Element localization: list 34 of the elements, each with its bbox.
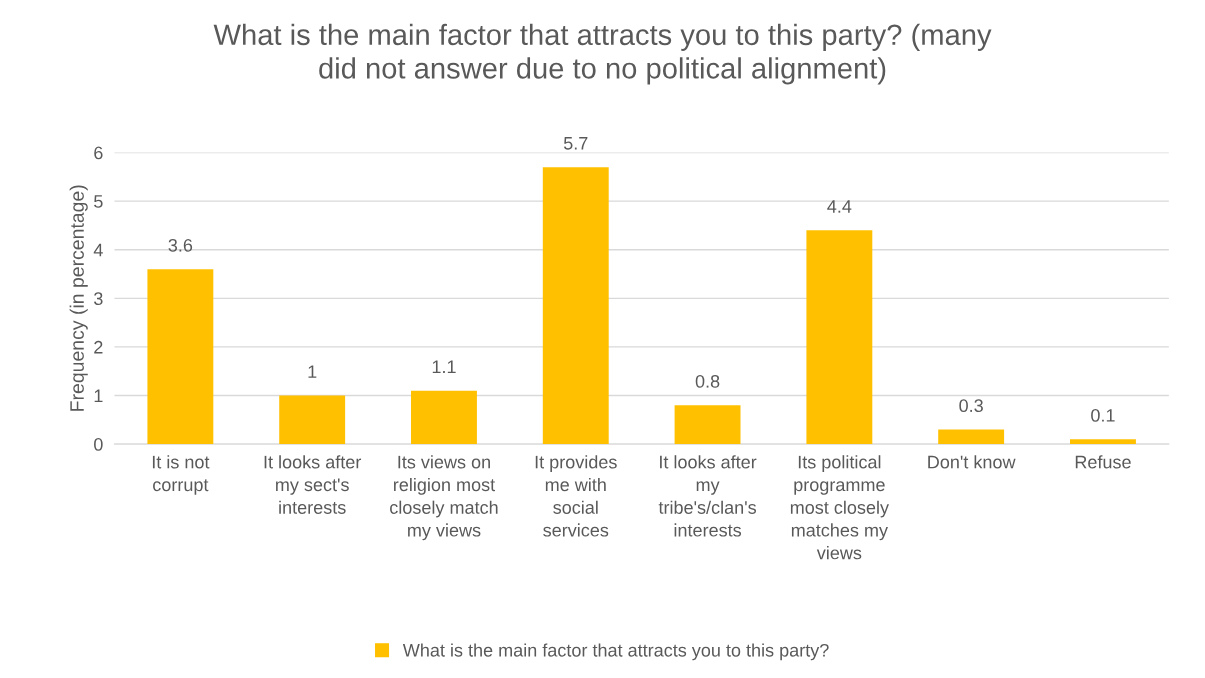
bar [674, 405, 741, 445]
x-tick-label: Its political programme most closely matches my views [790, 455, 889, 560]
y-tick-label: 4 [93, 243, 103, 257]
data-label: 1 [308, 365, 317, 378]
bar [411, 390, 477, 445]
x-tick-label: It looks after my sect's interests [264, 455, 362, 514]
y-tick-label: 3 [94, 292, 103, 306]
data-label: 0.8 [695, 374, 720, 388]
y-axis-title: Frequency (in percentage) [69, 185, 88, 411]
bar [1070, 439, 1136, 445]
bar [279, 395, 346, 445]
data-label: 0.3 [959, 399, 983, 413]
chart-title: What is the main factor that attracts you to this party? (many did not answer due to no political alignment) [213, 23, 992, 85]
data-label: 3.6 [168, 238, 193, 252]
x-tick-label: Don't know [928, 455, 1016, 469]
x-tick-label: It provides me with social services [535, 455, 617, 537]
bar [938, 429, 1005, 445]
y-tick-label: 6 [94, 146, 103, 160]
data-label: 5.7 [563, 137, 588, 150]
bar [806, 230, 873, 445]
data-label: 0.1 [1091, 408, 1115, 422]
bar [542, 167, 609, 445]
x-tick-label: Refuse [1075, 455, 1131, 469]
bar [147, 269, 214, 445]
y-tick-label: 2 [94, 340, 103, 354]
x-tick-label: It is not corrupt [152, 455, 210, 495]
y-tick-label: 0 [94, 438, 103, 451]
y-tick-label: 1 [94, 389, 103, 403]
data-label: 4.4 [827, 200, 852, 213]
data-label: 1.1 [432, 360, 456, 374]
x-tick-label: Its views on religion most closely match my views [390, 455, 498, 541]
x-tick-label: It looks after my tribe's/clan's interests [658, 455, 757, 537]
legend-label: What is the main factor that attracts you to this party? [402, 643, 829, 661]
y-tick-label: 5 [94, 195, 103, 208]
